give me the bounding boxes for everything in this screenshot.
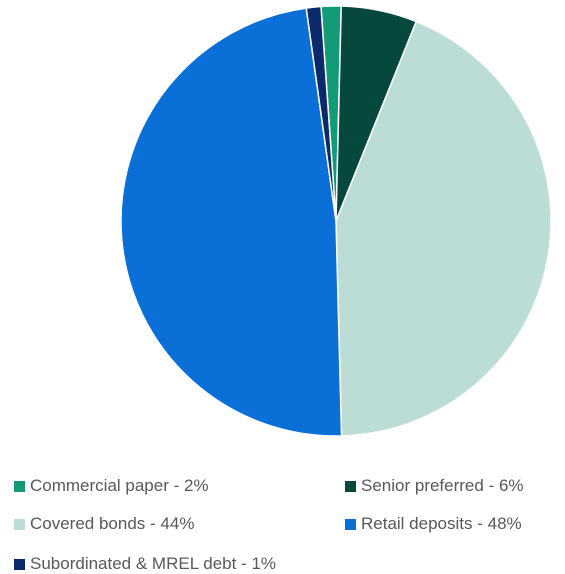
pie-slice-covered-bonds: [335, 20, 552, 437]
pie-slice-subordinated-mrel-debt: [305, 5, 337, 222]
pie-slices: [120, 5, 552, 437]
pie-slice-retail-deposits: [120, 7, 343, 437]
